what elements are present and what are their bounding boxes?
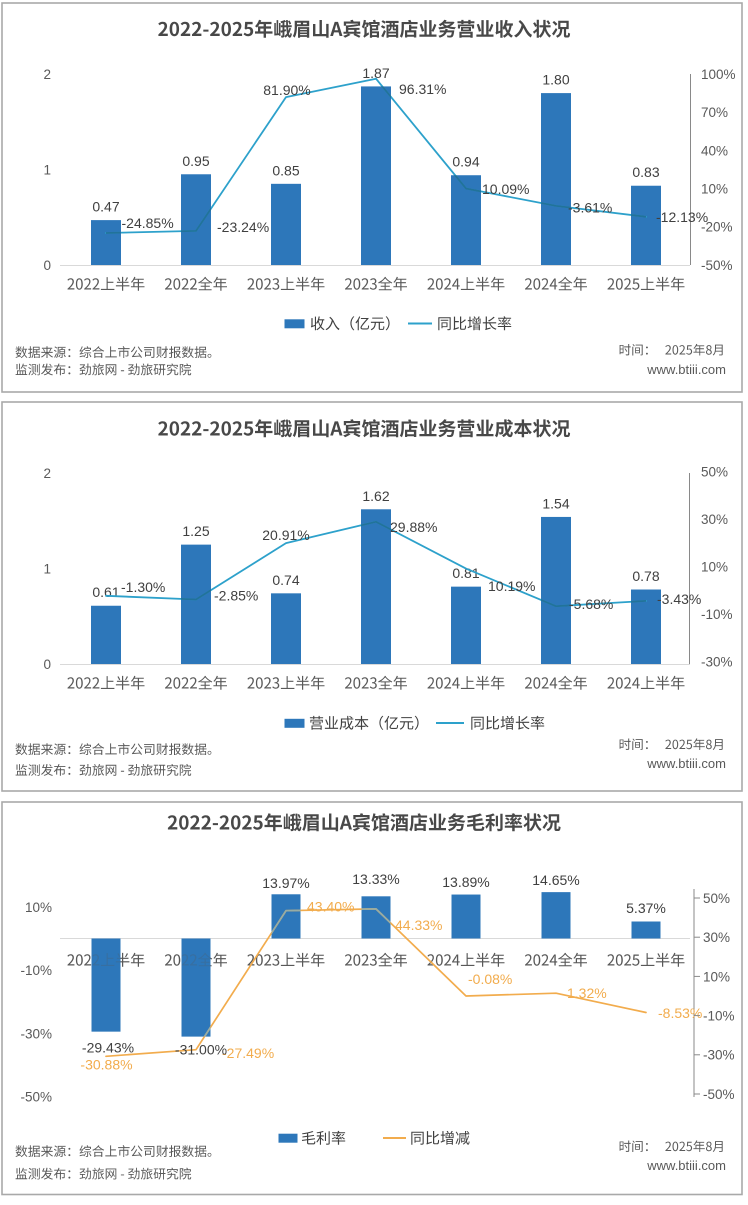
svg-text:-24.85%: -24.85%: [122, 215, 174, 231]
svg-text:-5.68%: -5.68%: [569, 596, 613, 612]
svg-text:-27.49%: -27.49%: [222, 1045, 274, 1061]
svg-text:0.74: 0.74: [272, 572, 299, 588]
svg-text:-23.24%: -23.24%: [217, 219, 269, 235]
svg-text:0.81: 0.81: [452, 565, 479, 581]
svg-text:10%: 10%: [701, 182, 728, 197]
svg-text:10%: 10%: [25, 900, 52, 915]
svg-text:100%: 100%: [701, 67, 736, 82]
svg-text:10.19%: 10.19%: [488, 578, 535, 594]
svg-text:1.54: 1.54: [542, 495, 569, 511]
svg-text:-30%: -30%: [703, 1048, 735, 1063]
svg-text:50%: 50%: [703, 891, 730, 906]
svg-text:1.32%: 1.32%: [567, 985, 607, 1001]
svg-text:-12.13%: -12.13%: [656, 209, 708, 225]
svg-text:-50%: -50%: [20, 1090, 52, 1105]
svg-text:-2.85%: -2.85%: [214, 588, 258, 604]
svg-text:-29.43%: -29.43%: [82, 1040, 134, 1056]
svg-text:-3.43%: -3.43%: [657, 591, 701, 607]
svg-text:50%: 50%: [701, 465, 728, 480]
svg-text:-1.30%: -1.30%: [121, 579, 165, 595]
svg-text:0.95: 0.95: [182, 153, 209, 169]
svg-text:1.25: 1.25: [182, 523, 209, 539]
svg-text:13.89%: 13.89%: [442, 874, 489, 890]
svg-text:-10%: -10%: [20, 963, 52, 978]
svg-text:-8.53%: -8.53%: [658, 1005, 702, 1021]
svg-text:www.btiii.com: www.btiii.com: [646, 362, 726, 377]
svg-text:0: 0: [43, 657, 51, 672]
svg-text:-30.88%: -30.88%: [80, 1057, 132, 1073]
svg-text:2: 2: [43, 466, 51, 481]
svg-text:44.33%: 44.33%: [395, 917, 442, 933]
svg-text:-0.08%: -0.08%: [468, 971, 512, 987]
svg-text:0: 0: [43, 258, 51, 273]
svg-text:-50%: -50%: [703, 1087, 735, 1102]
svg-text:0.85: 0.85: [272, 162, 299, 178]
svg-text:-31.00%: -31.00%: [175, 1042, 227, 1058]
svg-text:13.33%: 13.33%: [352, 871, 399, 887]
svg-text:www.btiii.com: www.btiii.com: [646, 756, 726, 771]
svg-text:10%: 10%: [701, 560, 728, 575]
svg-text:13.97%: 13.97%: [262, 875, 309, 891]
svg-text:70%: 70%: [701, 105, 728, 120]
svg-text:-10%: -10%: [703, 1009, 735, 1024]
svg-text:1.62: 1.62: [362, 488, 389, 504]
svg-text:29.88%: 29.88%: [390, 519, 437, 535]
svg-text:2: 2: [43, 67, 51, 82]
svg-text:20.91%: 20.91%: [262, 527, 309, 543]
svg-text:96.31%: 96.31%: [399, 81, 446, 97]
svg-text:0.47: 0.47: [92, 199, 119, 215]
svg-text:0.83: 0.83: [632, 164, 659, 180]
svg-text:30%: 30%: [701, 512, 728, 527]
svg-text:-20%: -20%: [701, 220, 733, 235]
svg-text:0.78: 0.78: [632, 568, 659, 584]
svg-text:-50%: -50%: [701, 258, 733, 273]
svg-text:-3.61%: -3.61%: [568, 200, 612, 216]
svg-text:0.61: 0.61: [92, 584, 119, 600]
svg-text:14.65%: 14.65%: [532, 872, 579, 888]
svg-text:-30%: -30%: [701, 655, 733, 670]
svg-text:1: 1: [43, 561, 51, 576]
svg-text:1: 1: [43, 162, 51, 177]
svg-text:-30%: -30%: [20, 1026, 52, 1041]
svg-text:1.80: 1.80: [542, 72, 569, 88]
svg-text:1.87: 1.87: [362, 65, 389, 81]
svg-text:81.90%: 81.90%: [263, 82, 310, 98]
svg-text:40%: 40%: [701, 143, 728, 158]
svg-text:10%: 10%: [703, 969, 730, 984]
svg-text:43.40%: 43.40%: [307, 899, 354, 915]
svg-text:-10%: -10%: [701, 607, 733, 622]
svg-text:5.37%: 5.37%: [626, 900, 666, 916]
svg-text:10.09%: 10.09%: [482, 181, 529, 197]
svg-text:0.94: 0.94: [452, 154, 479, 170]
svg-text:30%: 30%: [703, 930, 730, 945]
svg-text:www.btiii.com: www.btiii.com: [646, 1158, 726, 1173]
